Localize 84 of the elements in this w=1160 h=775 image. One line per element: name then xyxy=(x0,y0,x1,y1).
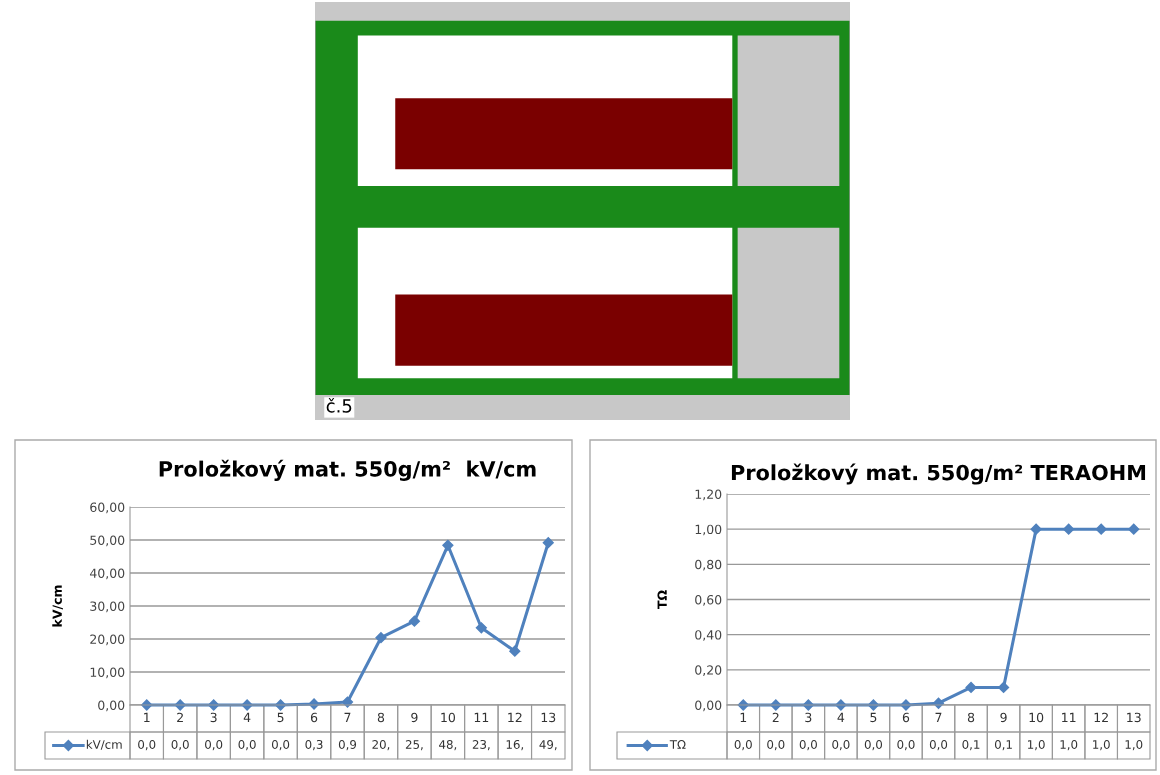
data-label: 49, xyxy=(539,740,557,751)
y-tick-label: 50,00 xyxy=(90,535,125,547)
x-tick-label: 10 xyxy=(441,712,456,723)
x-tick-label: 2 xyxy=(177,712,183,722)
x-tick-label: 13 xyxy=(541,712,556,723)
legend-label: kV/cm xyxy=(86,739,122,750)
point xyxy=(1063,523,1075,535)
x-tick-label: 4 xyxy=(243,712,251,722)
x-tick-label: 8 xyxy=(377,712,385,723)
chart-title: Proložkový mat. 550g/m² kV/cm xyxy=(159,459,536,481)
y-tick-label: 0,60 xyxy=(695,594,722,606)
data-label: 0,0 xyxy=(799,740,817,751)
data-label: 25, xyxy=(405,740,423,751)
x-tick-label: 2 xyxy=(772,712,779,722)
legend-label: TΩ xyxy=(669,740,686,749)
data-label: 0,3 xyxy=(305,740,323,751)
x-tick-label: 3 xyxy=(805,712,812,723)
data-label: 0,0 xyxy=(238,740,256,751)
x-tick-label: 11 xyxy=(1062,712,1076,722)
data-label: 0,9 xyxy=(338,740,357,751)
x-tick-label: 5 xyxy=(870,712,877,723)
x-tick-label: 12 xyxy=(1094,712,1108,722)
x-tick-label: 1 xyxy=(144,712,150,722)
data-label: 1,0 xyxy=(1093,740,1110,751)
y-axis-title: TΩ xyxy=(657,590,667,610)
x-tick-label: 3 xyxy=(210,712,217,723)
data-label: 0,1 xyxy=(994,740,1012,751)
y-tick-label: 1,00 xyxy=(695,524,722,536)
x-tick-label: 5 xyxy=(277,712,284,723)
point xyxy=(542,537,554,549)
x-tick-label: 8 xyxy=(967,712,975,723)
point xyxy=(1128,523,1140,535)
data-label: 0,0 xyxy=(767,740,785,751)
x-tick-label: 7 xyxy=(935,712,942,722)
x-tick-label: 9 xyxy=(411,712,418,723)
x-tick-label: 11 xyxy=(474,712,489,722)
y-axis-title: kV/cm xyxy=(52,585,63,627)
x-tick-label: 6 xyxy=(902,712,910,723)
data-label: 1,0 xyxy=(1060,740,1078,751)
y-tick-label: 20,00 xyxy=(90,634,125,646)
point xyxy=(375,632,387,644)
x-tick-label: 12 xyxy=(508,712,522,722)
y-tick-label: 0,00 xyxy=(695,700,722,712)
y-tick-label: 10,00 xyxy=(90,667,125,679)
x-tick-label: 4 xyxy=(837,712,845,722)
x-tick-label: 13 xyxy=(1127,712,1141,723)
point xyxy=(475,622,487,634)
data-label: 1,0 xyxy=(1028,740,1045,751)
y-tick-label: 0,40 xyxy=(695,630,722,641)
x-tick-label: 10 xyxy=(1029,712,1044,723)
data-label: 16, xyxy=(506,740,524,751)
y-tick-label: 1,20 xyxy=(695,489,722,501)
point xyxy=(965,681,977,694)
data-label: 0,0 xyxy=(271,740,290,751)
y-tick-label: 0,80 xyxy=(695,559,722,571)
data-label: 0,0 xyxy=(138,740,156,751)
text: č.5 xyxy=(326,398,352,413)
data-label: 23, xyxy=(472,740,490,751)
data-label: 0,0 xyxy=(864,740,883,751)
point xyxy=(408,615,421,627)
y-tick-label: 60,00 xyxy=(90,502,125,514)
data-label: 0,1 xyxy=(962,740,980,751)
point xyxy=(1095,523,1107,535)
x-tick-label: 6 xyxy=(310,712,318,723)
y-tick-label: 0,00 xyxy=(98,700,125,712)
data-label: 0,0 xyxy=(897,740,915,751)
y-tick-label: 0,20 xyxy=(695,665,722,677)
x-tick-label: 9 xyxy=(1000,712,1007,723)
y-tick-label: 40,00 xyxy=(89,568,125,580)
data-label: 20, xyxy=(372,740,390,751)
data-label: 0,0 xyxy=(205,740,223,751)
data-label: 1,0 xyxy=(1125,740,1143,751)
point xyxy=(1030,523,1042,535)
point xyxy=(509,645,521,657)
data-label: 0,0 xyxy=(171,740,189,751)
data-label: 0,0 xyxy=(929,740,948,751)
chart-title: Proložkový mat. 550g/m² TERAOHM xyxy=(731,463,1146,485)
x-tick-label: 7 xyxy=(344,712,351,722)
data-label: 0,0 xyxy=(832,740,850,751)
y-tick-label: 30,00 xyxy=(90,601,125,613)
point xyxy=(442,539,454,551)
data-label: 0,0 xyxy=(734,740,752,751)
data-label: 48, xyxy=(439,740,457,751)
x-tick-label: 1 xyxy=(740,712,747,722)
